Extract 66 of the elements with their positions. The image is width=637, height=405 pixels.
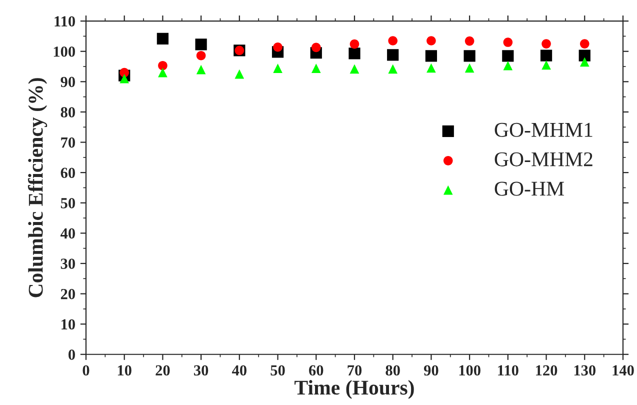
point: [311, 64, 321, 73]
y-tick-label: 0: [68, 350, 75, 360]
point: [503, 60, 513, 70]
point: [348, 48, 360, 60]
legend-label: GO-MHM2: [494, 152, 592, 166]
point: [502, 50, 514, 62]
point: [311, 42, 321, 52]
point: [195, 38, 207, 50]
point: [388, 64, 398, 74]
x-tick-label: 110: [498, 365, 518, 376]
y-tick-label: 50: [60, 198, 75, 208]
x-tick-label: 90: [424, 365, 438, 376]
y-tick-label: 30: [60, 258, 75, 269]
y-tick-label: 60: [60, 168, 75, 178]
point: [426, 63, 436, 73]
point: [156, 32, 169, 44]
y-tick-label: 110: [54, 16, 75, 27]
x-tick-label: 120: [536, 365, 558, 376]
x-tick-label: 0: [82, 365, 90, 376]
point: [350, 39, 360, 49]
point: [425, 50, 438, 62]
x-tick-label: 40: [232, 365, 246, 376]
point: [158, 60, 168, 70]
point: [234, 69, 244, 79]
point: [542, 39, 551, 48]
point: [273, 42, 282, 52]
x-tick-label: 130: [574, 365, 596, 376]
point: [120, 74, 130, 84]
point: [120, 68, 130, 78]
point: [196, 64, 206, 74]
point: [503, 38, 513, 47]
x-tick-label: 70: [348, 365, 362, 376]
y-tick-label: 90: [60, 76, 75, 88]
point: [388, 36, 398, 46]
point: [464, 63, 474, 73]
y-tick-label: 10: [62, 319, 75, 330]
x-tick-label: 30: [194, 365, 208, 376]
point: [542, 60, 551, 70]
point: [350, 64, 360, 74]
point: [387, 49, 399, 61]
y-tick-label: 80: [60, 107, 75, 118]
point: [158, 68, 168, 78]
x-tick-label: 10: [118, 365, 132, 376]
legend-label: GO-HM: [494, 182, 564, 196]
y-tick-label: 100: [54, 46, 75, 57]
point: [196, 50, 206, 60]
x-tick-label: 20: [156, 365, 170, 376]
point: [578, 50, 590, 62]
point: [580, 39, 590, 48]
y-tick-label: 40: [60, 228, 75, 239]
point: [273, 64, 282, 73]
point: [464, 50, 476, 62]
x-tick-label: 140: [612, 365, 634, 376]
x-tick-label: 100: [459, 365, 480, 376]
y-tick-label: 20: [60, 288, 75, 300]
point: [426, 36, 436, 46]
y-axis-title: Columbic Efficiency (%): [28, 78, 48, 298]
y-tick-label: 70: [61, 137, 75, 148]
x-tick-label: 50: [270, 365, 285, 376]
x-tick-label: 80: [386, 365, 400, 376]
point: [540, 50, 552, 62]
point: [580, 57, 590, 67]
point: [464, 36, 474, 46]
legend-label: GO-MHM1: [494, 122, 592, 137]
x-tick-label: 60: [309, 365, 324, 376]
x-axis-title: Time (Hours): [294, 380, 414, 399]
